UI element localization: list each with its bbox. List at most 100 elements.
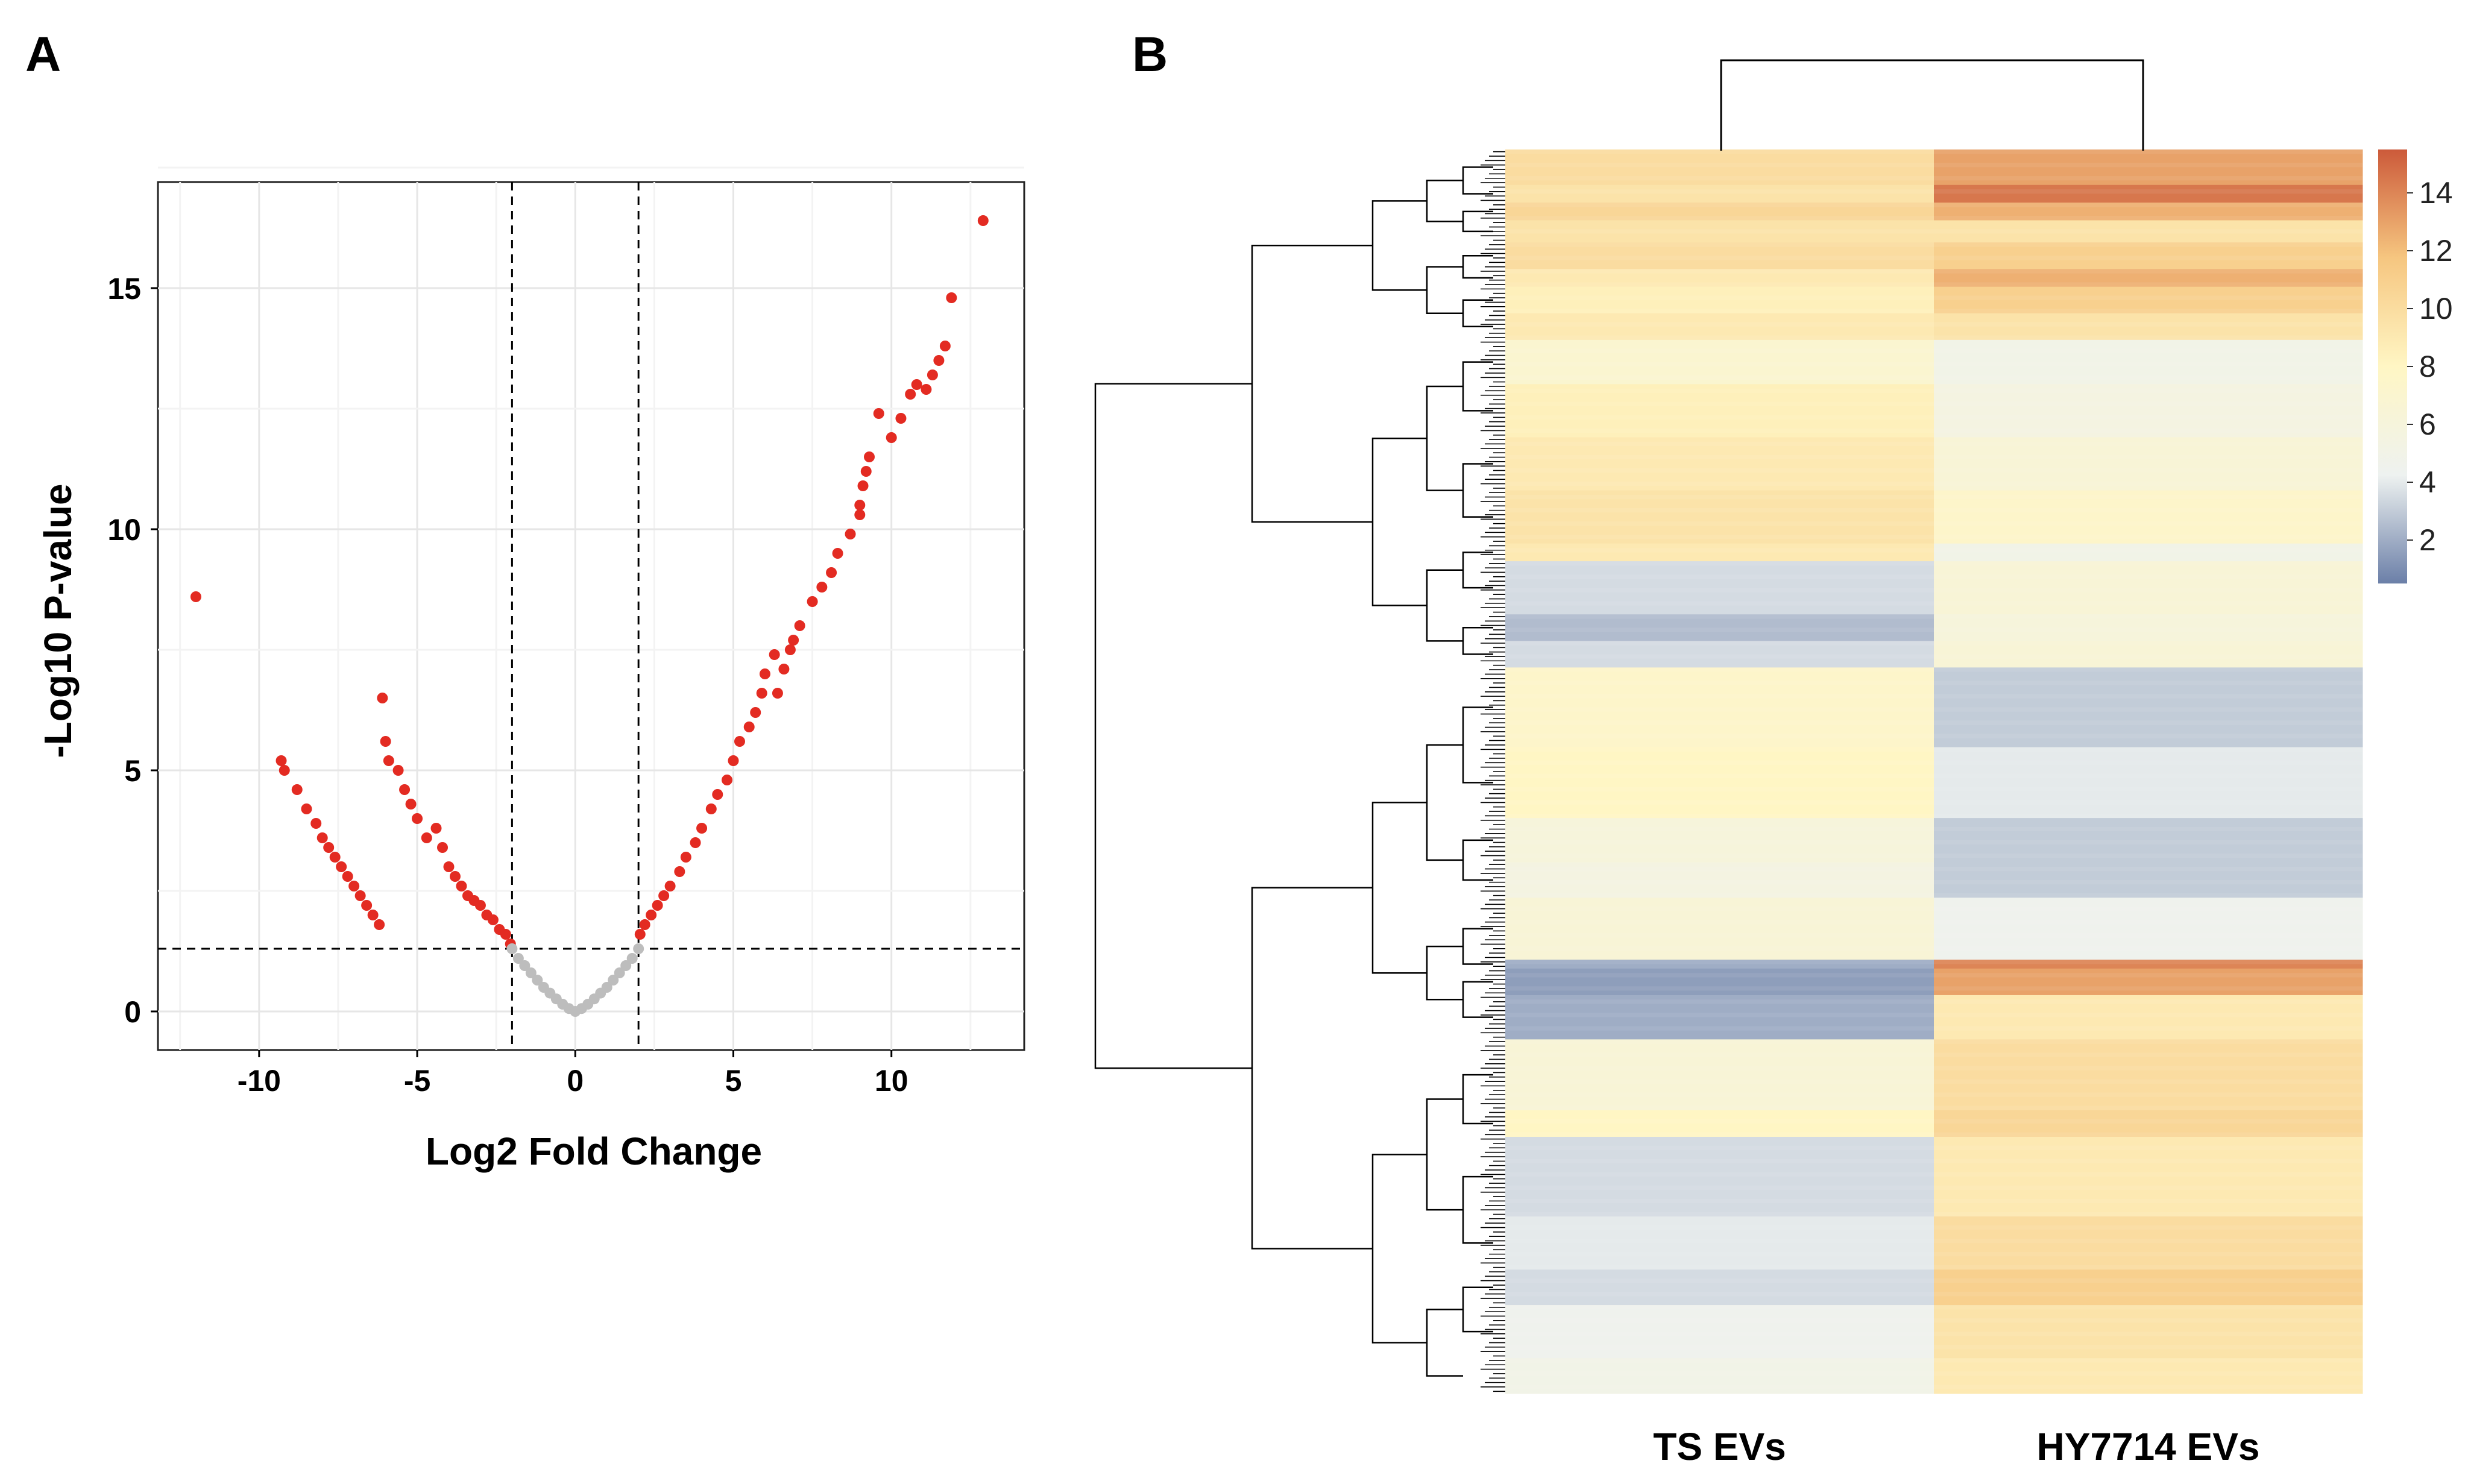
- significant-point: [705, 803, 717, 814]
- heatmap-row-stripe: [1505, 800, 2363, 805]
- column-dendrogram: [1720, 59, 2144, 151]
- row-dendrogram-branch: [1426, 266, 1463, 315]
- heatmap-row-stripe: [1505, 561, 2363, 566]
- significant-point: [348, 881, 360, 891]
- heatmap-row-stripe: [1505, 614, 2363, 619]
- heatmap-row-stripe: [1505, 1358, 2363, 1363]
- significant-point: [750, 707, 761, 718]
- significant-point: [927, 369, 938, 380]
- heatmap-row-stripe: [1505, 1119, 2363, 1124]
- colorbar-tick-label: 4: [2419, 465, 2436, 499]
- significant-point: [816, 582, 828, 593]
- heatmap-row-stripe: [1505, 866, 2363, 872]
- significant-point: [674, 866, 685, 877]
- heatmap-cell: [1934, 862, 2363, 898]
- heatmap-cell: [1934, 269, 2363, 288]
- x-tick-label: 5: [725, 1064, 742, 1098]
- heatmap-row-stripe: [1505, 468, 2363, 473]
- heatmap-cell: [1934, 667, 2363, 748]
- heatmap-row-stripe: [1505, 654, 2363, 659]
- heatmap-row-stripe: [1505, 720, 2363, 725]
- heatmap-cell: [1505, 614, 1934, 641]
- significant-point: [487, 914, 499, 925]
- x-tick-label: 0: [567, 1064, 584, 1098]
- significant-point: [743, 722, 755, 732]
- significant-point: [807, 596, 818, 607]
- significant-point: [500, 929, 511, 940]
- column-label: TS EVs: [1653, 1425, 1786, 1468]
- volcano-y-axis-title: -Log10 P-value: [36, 483, 80, 758]
- row-dendrogram-branch: [1251, 245, 1373, 523]
- significant-point: [421, 832, 432, 843]
- heatmap-row-stripe: [1505, 203, 2363, 207]
- volcano-plot: -10 -5 0 5 10 0 5 10 15 Log2 Fold Change -Log10…: [36, 166, 1025, 1173]
- heatmap-cell: [1934, 339, 2363, 385]
- significant-point: [933, 355, 945, 366]
- colorbar-tick-label: 14: [2419, 176, 2453, 210]
- heatmap-row-stripe: [1505, 256, 2363, 260]
- heatmap-row-stripe: [1505, 1079, 2363, 1084]
- significant-point: [652, 900, 663, 911]
- heatmap-row-stripe: [1505, 1251, 2363, 1257]
- significant-point: [895, 413, 907, 424]
- significant-point: [696, 823, 708, 834]
- significant-point: [323, 842, 335, 853]
- heatmap-cell: [1934, 995, 2363, 1040]
- significant-point: [310, 818, 322, 829]
- heatmap-cell: [1505, 747, 1934, 819]
- significant-point: [860, 466, 872, 477]
- significant-point: [291, 784, 303, 795]
- row-dendrogram-branch: [1426, 180, 1463, 222]
- heatmap-cell: [1934, 543, 2363, 562]
- heatmap-cell: [1505, 203, 1934, 221]
- significant-point: [329, 852, 341, 863]
- row-dendrogram-branch: [1371, 802, 1427, 974]
- significant-point: [646, 910, 657, 920]
- heatmap-row-stripe: [1505, 229, 2363, 234]
- x-tick-label: -10: [238, 1064, 281, 1098]
- heatmap-row-stripe: [1505, 163, 2363, 168]
- significant-point: [854, 509, 866, 520]
- nonsignificant-point: [626, 953, 638, 964]
- volcano-gridlines: [158, 166, 1024, 1050]
- row-dendrogram-branch: [1094, 383, 1252, 1069]
- heatmap-cell: [1505, 1039, 1934, 1111]
- significant-point: [778, 664, 790, 674]
- significant-point: [680, 852, 691, 863]
- row-dendrogram-branch: [1462, 463, 1493, 518]
- significant-point: [946, 292, 957, 303]
- heatmap-cell: [1934, 960, 2363, 969]
- heatmap-cell: [1505, 641, 1934, 668]
- heatmap-row-stripe: [1505, 149, 2363, 154]
- significant-point: [845, 529, 856, 539]
- nonsignificant-point: [608, 975, 619, 986]
- heatmap-row-stripe: [1505, 1225, 2363, 1230]
- heatmap-row-stripe: [1505, 1345, 2363, 1350]
- nonsignificant-point: [614, 967, 625, 978]
- significant-point: [437, 842, 449, 853]
- heatmap: 2 4 6 8 10 12 14 TS EVs HY7714 EVs: [1094, 59, 2453, 1468]
- significant-point: [301, 803, 312, 814]
- nonsignificant-point: [525, 967, 537, 978]
- heatmap-row-stripe: [1505, 1172, 2363, 1177]
- nonsignificant-point: [519, 960, 530, 971]
- heatmap-row-stripe: [1505, 893, 2363, 898]
- significant-point: [759, 668, 770, 679]
- heatmap-cell: [1934, 313, 2363, 341]
- heatmap-cell: [1505, 960, 1934, 969]
- row-dendrogram-branch: [1371, 1154, 1427, 1344]
- row-dendrogram-branch: [1371, 200, 1427, 291]
- nonsignificant-point: [506, 943, 518, 954]
- volcano-points: [190, 215, 989, 1017]
- heatmap-row-stripe: [1505, 508, 2363, 513]
- significant-point: [399, 784, 411, 795]
- significant-point: [342, 871, 353, 882]
- heatmap-row-stripe: [1505, 1092, 2363, 1097]
- heatmap-cell: [1505, 968, 1934, 996]
- heatmap-row-stripe: [1505, 295, 2363, 300]
- heatmap-cell: [1934, 384, 2363, 438]
- heatmap-row-stripe: [1505, 269, 2363, 274]
- heatmap-cell: [1505, 1358, 1934, 1394]
- significant-point: [316, 832, 328, 843]
